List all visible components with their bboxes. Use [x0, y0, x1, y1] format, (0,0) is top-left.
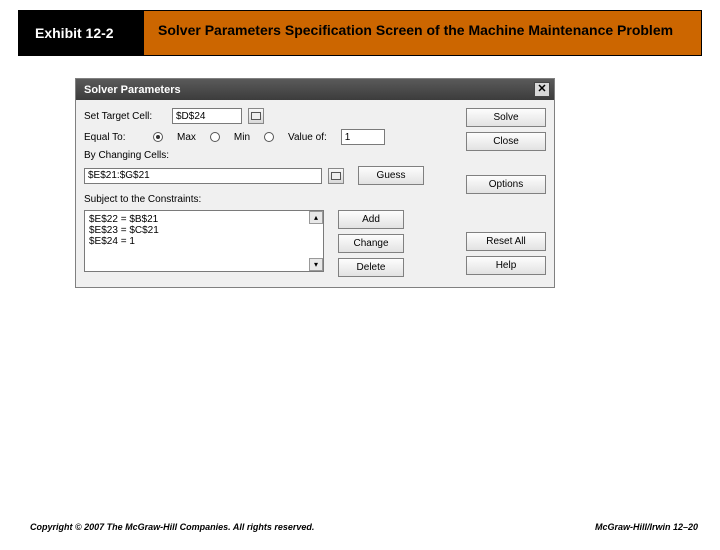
dialog-left-column: Set Target Cell: $D$24 Equal To: Max Min… — [84, 108, 448, 277]
reset-all-button[interactable]: Reset All — [466, 232, 546, 251]
target-cell-row: Set Target Cell: $D$24 — [84, 108, 448, 124]
scroll-down-icon[interactable]: ▾ — [309, 258, 323, 271]
radio-min[interactable] — [210, 132, 220, 142]
constraints-row: $E$22 = $B$21 $E$23 = $C$21 $E$24 = 1 ▴ … — [84, 210, 448, 277]
range-picker-icon[interactable] — [248, 108, 264, 124]
options-button[interactable]: Options — [466, 175, 546, 194]
spacer — [466, 199, 546, 227]
dialog-titlebar: Solver Parameters ✕ — [76, 79, 554, 100]
exhibit-header: Exhibit 12-2 Solver Parameters Specifica… — [18, 10, 702, 56]
constraint-item[interactable]: $E$23 = $C$21 — [89, 225, 319, 236]
exhibit-title: Solver Parameters Specification Screen o… — [143, 10, 702, 56]
add-button[interactable]: Add — [338, 210, 404, 229]
target-cell-input[interactable]: $D$24 — [172, 108, 242, 124]
constraints-label: Subject to the Constraints: — [84, 194, 448, 205]
changing-cells-row: $E$21:$G$21 Guess — [84, 166, 448, 185]
help-button[interactable]: Help — [466, 256, 546, 275]
target-cell-label: Set Target Cell: — [84, 111, 166, 122]
radio-max[interactable] — [153, 132, 163, 142]
solve-button[interactable]: Solve — [466, 108, 546, 127]
constraints-listbox[interactable]: $E$22 = $B$21 $E$23 = $C$21 $E$24 = 1 ▴ … — [84, 210, 324, 272]
radio-min-label: Min — [234, 132, 250, 143]
constraint-item[interactable]: $E$24 = 1 — [89, 236, 319, 247]
changing-cells-label: By Changing Cells: — [84, 150, 448, 161]
close-button[interactable]: Close — [466, 132, 546, 151]
radio-value-of-label: Value of: — [288, 132, 327, 143]
changing-cells-input[interactable]: $E$21:$G$21 — [84, 168, 322, 184]
dialog-right-column: Solve Close Options Reset All Help — [466, 108, 546, 277]
radio-max-label: Max — [177, 132, 196, 143]
change-button[interactable]: Change — [338, 234, 404, 253]
value-of-input[interactable]: 1 — [341, 129, 385, 145]
scroll-up-icon[interactable]: ▴ — [309, 211, 323, 224]
range-picker-icon[interactable] — [328, 168, 344, 184]
constraint-item[interactable]: $E$22 = $B$21 — [89, 214, 319, 225]
solver-dialog: Solver Parameters ✕ Set Target Cell: $D$… — [75, 78, 555, 288]
dialog-title: Solver Parameters — [84, 84, 181, 96]
close-icon[interactable]: ✕ — [534, 82, 550, 97]
constraint-buttons: Add Change Delete — [338, 210, 404, 277]
slide-footer: Copyright © 2007 The McGraw-Hill Compani… — [30, 522, 698, 532]
spacer — [466, 156, 546, 170]
exhibit-label: Exhibit 12-2 — [18, 10, 143, 56]
delete-button[interactable]: Delete — [338, 258, 404, 277]
guess-button[interactable]: Guess — [358, 166, 424, 185]
page-mark: McGraw-Hill/Irwin 12–20 — [595, 522, 698, 532]
equal-to-row: Equal To: Max Min Value of: 1 — [84, 129, 448, 145]
equal-to-label: Equal To: — [84, 132, 139, 143]
copyright-text: Copyright © 2007 The McGraw-Hill Compani… — [30, 522, 314, 532]
radio-value-of[interactable] — [264, 132, 274, 142]
